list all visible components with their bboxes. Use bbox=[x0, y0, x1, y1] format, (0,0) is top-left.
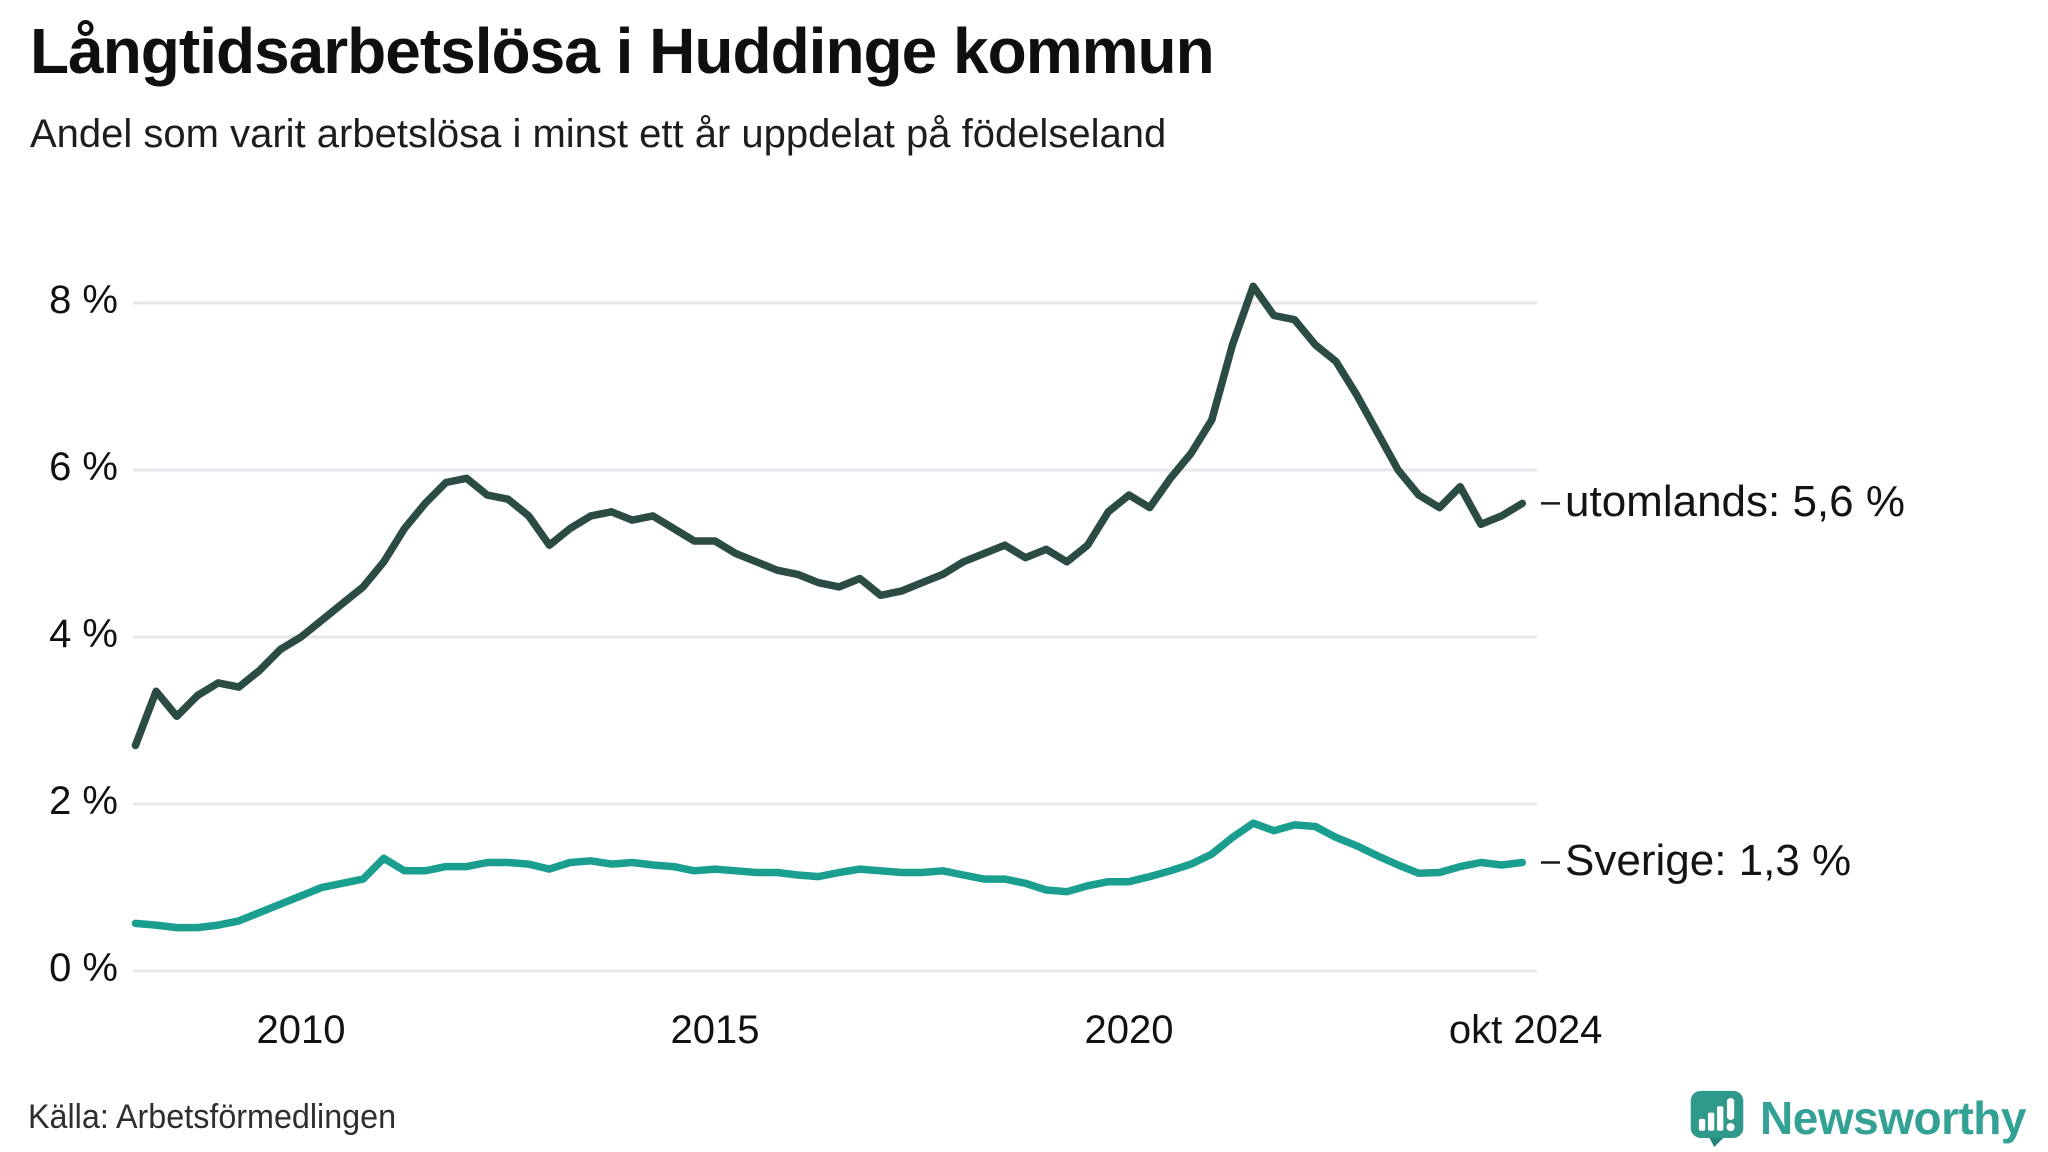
newsworthy-brand: Newsworthy bbox=[1688, 1088, 2026, 1148]
x-axis-tick-label: 2010 bbox=[256, 1008, 346, 1052]
series-end-label-utomlands: utomlands: 5,6 % bbox=[1565, 477, 1905, 527]
x-axis-tick-label: 2020 bbox=[1084, 1008, 1174, 1052]
source-caption: Källa: Arbetsförmedlingen bbox=[28, 1098, 397, 1136]
x-axis-tick-label: okt 2024 bbox=[1448, 1008, 1603, 1052]
newsworthy-logo-icon bbox=[1690, 1090, 1744, 1147]
y-axis-tick-label: 2 % bbox=[49, 779, 118, 823]
page-subtitle: Andel som varit arbetslösa i minst ett å… bbox=[30, 112, 1167, 156]
y-axis-tick-label: 0 % bbox=[49, 946, 118, 990]
y-axis-tick-label: 8 % bbox=[49, 278, 118, 322]
newsworthy-wordmark: Newsworthy bbox=[1760, 1092, 2026, 1144]
y-axis-tick-label: 6 % bbox=[49, 445, 118, 489]
y-axis-tick-label: 4 % bbox=[49, 612, 118, 656]
series-end-label-sverige: Sverige: 1,3 % bbox=[1565, 836, 1852, 886]
x-axis-tick-label: 2015 bbox=[670, 1008, 760, 1052]
page-title: Långtidsarbetslösa i Huddinge kommun bbox=[30, 15, 1215, 87]
